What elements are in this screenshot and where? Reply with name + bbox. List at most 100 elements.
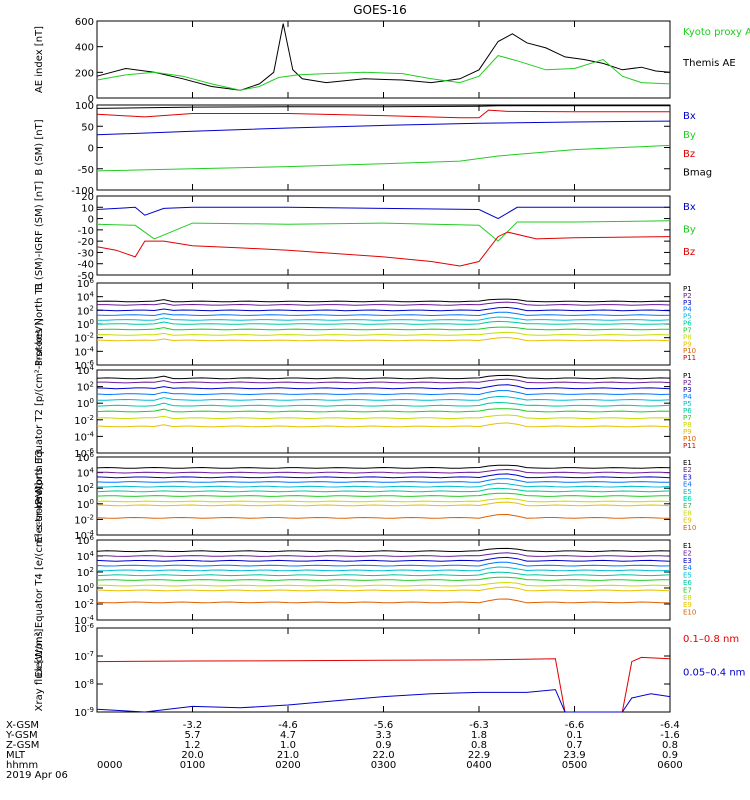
panel-6: Electrons North T3 10-4 10-2 100 102 104 106 E1… (34, 449, 696, 542)
y-tick-label: 102 (77, 566, 94, 579)
y-tick-label: -30 (78, 248, 94, 259)
y-tick-label: 10-9 (74, 706, 94, 719)
legend-entry: 0.1–0.8 nm (683, 634, 739, 645)
flux-line (96, 331, 671, 336)
legend-entry: Bmag (683, 168, 712, 179)
legend-entry: P4 (683, 393, 692, 401)
legend-entry: P3 (683, 299, 692, 307)
legend-entry: P1 (683, 285, 692, 293)
flux-line (96, 473, 671, 479)
y-tick-label: 10-6 (74, 359, 94, 372)
x-row-label: MLT (6, 750, 26, 761)
chart-title: GOES-16 (353, 3, 407, 17)
y-tick-label: 102 (77, 381, 94, 394)
y-tick-label: -50 (78, 165, 94, 176)
flux-line (96, 306, 671, 312)
flux-line (96, 408, 671, 413)
series-line (96, 109, 670, 119)
legend-entry: Kyoto proxy AE (683, 27, 750, 38)
y-tick-label: 104 (77, 364, 95, 377)
y-tick-label: 10-6 (74, 622, 94, 635)
y-tick-label: 10-7 (74, 650, 94, 663)
legend-entry: P8 (683, 421, 692, 429)
y-axis-label: Protons Equator T2 [p/(cm²-s-sr-keV)] (34, 318, 45, 505)
y-axis-label: B (SM)-IGRF (SM) [nT] (34, 181, 45, 290)
x-row-value: 21.0 (277, 750, 299, 761)
x-row-value: 0.8 (662, 740, 678, 751)
series-line (96, 220, 671, 242)
y-tick-label: 0 (88, 215, 94, 226)
y-tick-label: 10-4 (74, 430, 94, 443)
legend-entry: E9 (683, 601, 692, 609)
legend-entry: E10 (683, 609, 696, 617)
legend-entry: P6 (683, 320, 692, 328)
flux-line (96, 464, 671, 469)
y-tick-label: 100 (77, 318, 94, 331)
legend-entry: E3 (683, 557, 692, 565)
legend-entry: E7 (683, 586, 692, 594)
x-row-value: -5.6 (374, 720, 394, 731)
flux-line (96, 556, 671, 562)
legend-entry: Bx (683, 111, 696, 122)
legend-entry: P7 (683, 326, 692, 334)
y-tick-label: 400 (75, 43, 94, 54)
x-row-value: 0200 (275, 760, 300, 771)
y-tick-label: 106 (77, 451, 95, 464)
y-tick-label: 50 (81, 122, 94, 133)
y-tick-label: 102 (77, 304, 94, 317)
y-tick-label: 200 (75, 68, 94, 79)
y-tick-label: 104 (77, 467, 95, 480)
flux-line (97, 378, 671, 384)
legend-entry: E5 (683, 572, 692, 580)
y-tick-label: 10-8 (74, 678, 94, 691)
legend-entry: P10 (683, 347, 696, 355)
x-row-value: 0.9 (662, 750, 678, 761)
legend-entry: Bx (683, 202, 696, 213)
flux-line (96, 390, 671, 396)
y-tick-label: 10-2 (74, 332, 94, 345)
y-tick-label: 10-2 (74, 598, 94, 611)
flux-line (96, 478, 671, 483)
x-row-value: 5.7 (185, 730, 201, 741)
x-row-value: 0400 (466, 760, 491, 771)
legend-entry: E1 (683, 459, 692, 467)
x-row-value: -6.6 (565, 720, 585, 731)
flux-line (97, 566, 671, 572)
x-row-value: 0.7 (567, 740, 583, 751)
legend-entry: E2 (683, 549, 692, 557)
x-row-value: 1.2 (185, 740, 201, 751)
y-tick-label: -10 (78, 226, 94, 237)
x-row-label: Y-GSM (5, 730, 38, 741)
x-row-label: X-GSM (6, 720, 39, 731)
x-row-value: 22.0 (372, 750, 394, 761)
legend-entry: E2 (683, 466, 692, 474)
legend-entry: P5 (683, 400, 692, 408)
y-tick-label: -20 (78, 237, 94, 248)
legend-entry: E8 (683, 509, 692, 517)
legend-entry: E6 (683, 579, 692, 587)
y-tick-label: 106 (77, 277, 95, 290)
panel-3: B (SM)-IGRF (SM) [nT] -50-40-30-20-100102… (34, 181, 696, 290)
flux-line (96, 513, 671, 519)
flux-line (96, 497, 671, 503)
x-row-value: 0000 (97, 760, 122, 771)
y-axis-label: Xray flux [W/m²] (34, 629, 45, 712)
flux-line (96, 492, 670, 497)
legend-entry: E6 (683, 495, 692, 503)
y-tick-label: 100 (77, 397, 94, 410)
y-tick-label: 100 (77, 582, 94, 595)
panel-2: B (SM) [nT] -100 -50 0 50 100 Bx By Bz Bmag (34, 101, 712, 197)
legend-entry: P10 (683, 435, 696, 443)
x-row-value: 0500 (562, 760, 587, 771)
legend-entry: Bz (683, 149, 695, 160)
flux-line (96, 311, 671, 317)
x-row-value: 0.9 (376, 740, 392, 751)
legend-entry: E7 (683, 502, 692, 510)
flux-line (96, 487, 671, 493)
legend-entry: P9 (683, 340, 692, 348)
x-row-value: 0.8 (471, 740, 487, 751)
legend-entry: P2 (683, 379, 692, 387)
series-line (96, 23, 671, 91)
legend-entry: P9 (683, 428, 692, 436)
series-line (96, 656, 671, 713)
